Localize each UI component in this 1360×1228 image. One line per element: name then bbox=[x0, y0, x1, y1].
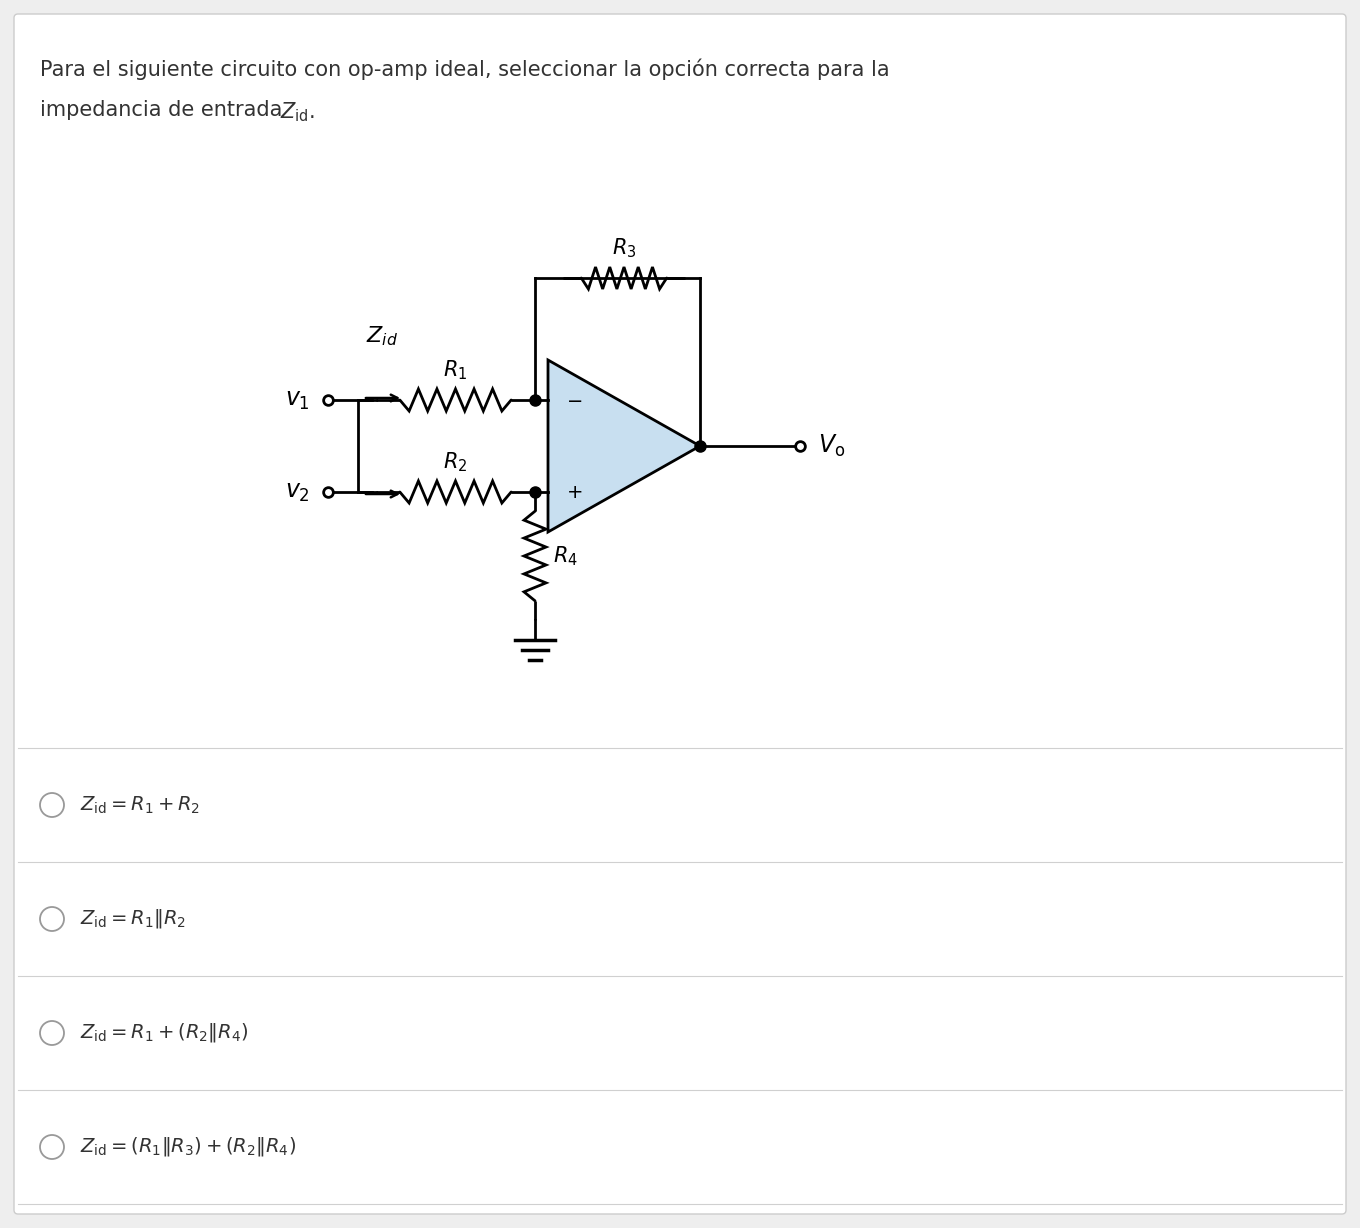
Text: $R_4$: $R_4$ bbox=[554, 544, 578, 567]
Text: impedancia de entrada: impedancia de entrada bbox=[39, 99, 288, 120]
Text: $Z_\mathrm{id} = R_1 + R_2$: $Z_\mathrm{id} = R_1 + R_2$ bbox=[80, 795, 200, 815]
Text: $v_2$: $v_2$ bbox=[286, 480, 310, 503]
Text: Para el siguiente circuito con op-amp ideal, seleccionar la opción correcta para: Para el siguiente circuito con op-amp id… bbox=[39, 58, 889, 80]
Text: $Z_\mathrm{id} = R_1 \Vert R_2$: $Z_\mathrm{id} = R_1 \Vert R_2$ bbox=[80, 907, 186, 931]
Text: $Z_\mathrm{id} = (R_1 \Vert R_3) + (R_2 \Vert R_4)$: $Z_\mathrm{id} = (R_1 \Vert R_3) + (R_2 … bbox=[80, 1136, 296, 1158]
Text: $+$: $+$ bbox=[566, 483, 582, 501]
Text: $R_3$: $R_3$ bbox=[612, 237, 636, 260]
Text: $Z_\mathregular{id}$.: $Z_\mathregular{id}$. bbox=[280, 99, 316, 124]
FancyBboxPatch shape bbox=[14, 14, 1346, 1214]
Text: $R_1$: $R_1$ bbox=[443, 359, 468, 382]
Text: $V_\mathrm{o}$: $V_\mathrm{o}$ bbox=[817, 433, 846, 459]
Text: $R_2$: $R_2$ bbox=[443, 451, 468, 474]
Text: $-$: $-$ bbox=[566, 391, 582, 409]
Text: $Z_\mathrm{id} = R_1 + (R_2 \Vert R_4)$: $Z_\mathrm{id} = R_1 + (R_2 \Vert R_4)$ bbox=[80, 1022, 249, 1045]
Polygon shape bbox=[548, 360, 700, 532]
Text: $v_1$: $v_1$ bbox=[286, 388, 310, 413]
Text: $Z_{id}$: $Z_{id}$ bbox=[366, 324, 398, 348]
